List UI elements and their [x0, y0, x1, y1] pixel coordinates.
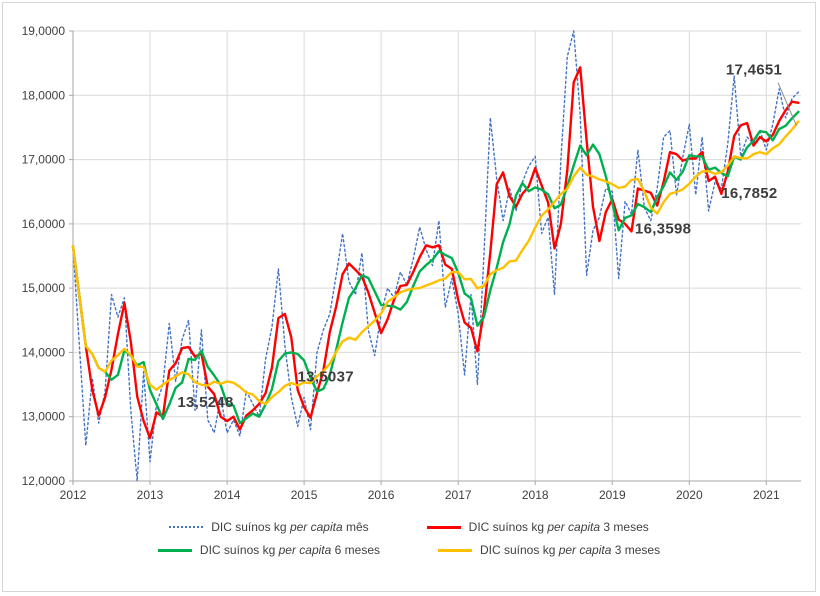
legend-label-italic: per capita — [289, 520, 343, 534]
legend-label-text: 3 meses — [600, 520, 649, 534]
x-axis-tick-label: 2014 — [214, 488, 241, 502]
legend-line-sample-monthly — [169, 526, 204, 528]
legend-item-12-months: DIC suínos kg per capita 3 meses — [438, 543, 660, 557]
legend-label-text: mês — [342, 520, 369, 534]
legend-label-text: DIC suínos kg — [480, 543, 559, 557]
annotation-value-label: 16,7852 — [721, 185, 777, 202]
legend-label-italic: per capita — [547, 520, 601, 534]
legend-item-6-months: DIC suínos kg per capita 6 meses — [157, 543, 380, 557]
legend-label-text: 3 meses — [611, 543, 661, 557]
x-axis-tick-label: 2016 — [368, 488, 395, 502]
legend-line-sample-6-months — [157, 548, 192, 552]
legend-label-6-months: DIC suínos kg per capita 6 meses — [200, 543, 380, 557]
legend-label-3-months: DIC suínos kg per capita 3 meses — [469, 520, 649, 534]
legend-label-text: DIC suínos kg — [468, 520, 548, 534]
annotation-value-label: 16,3598 — [635, 221, 691, 238]
legend-line-sample-12-months — [438, 548, 472, 552]
series-line-ma6 — [71, 110, 800, 425]
annotation-value-label: 13,5037 — [298, 368, 354, 385]
annotation-value-label: 13,5248 — [177, 394, 233, 411]
y-axis-tick-label: 19,0000 — [22, 24, 66, 38]
legend-item-3-months: DIC suínos kg per capita 3 meses — [426, 520, 649, 534]
legend-label-12-months: DIC suínos kg per capita 3 meses — [480, 543, 660, 557]
series-line-ma12 — [71, 120, 800, 406]
series-line-ma3 — [71, 66, 800, 440]
x-axis-tick-label: 2021 — [753, 488, 780, 502]
x-axis-tick-label: 2015 — [291, 488, 318, 502]
chart-canvas: 12,0000 13,0000 14,0000 15,0000 16,0000 17,00… — [22, 24, 801, 502]
x-axis-tick-label: 2018 — [522, 488, 549, 502]
y-axis-tick-label: 12,0000 — [22, 474, 66, 488]
y-axis-tick-label: 18,0000 — [22, 88, 66, 102]
legend-label-text: DIC suínos kg — [211, 520, 290, 534]
legend-item-monthly: DIC suínos kg per capita mês — [169, 520, 369, 534]
x-axis-tick-label: 2017 — [445, 488, 472, 502]
y-axis-tick-label: 15,0000 — [22, 281, 66, 295]
chart-legend: DIC suínos kg per capita mês DIC suínos … — [3, 505, 815, 557]
series-line-monthly — [72, 30, 800, 482]
x-axis-tick-label: 2020 — [676, 488, 703, 502]
legend-label-monthly: DIC suínos kg per capita mês — [211, 520, 368, 534]
legend-line-sample-3-months — [426, 525, 461, 529]
y-axis-tick-label: 17,0000 — [22, 153, 66, 167]
legend-label-text: 6 meses — [331, 543, 380, 557]
legend-label-italic: per capita — [558, 543, 612, 557]
y-axis-tick-label: 13,0000 — [22, 410, 66, 424]
x-axis-tick-label: 2012 — [60, 488, 87, 502]
annotation-leader-line — [777, 82, 797, 126]
legend-label-text: DIC suínos kg — [199, 543, 279, 557]
x-axis-tick-label: 2013 — [137, 488, 164, 502]
y-axis-tick-label: 14,0000 — [22, 345, 66, 359]
x-axis-tick-label: 2019 — [599, 488, 626, 502]
legend-row-1: DIC suínos kg per capita mês DIC suínos … — [3, 520, 815, 534]
y-axis-tick-label: 16,0000 — [22, 217, 66, 231]
legend-row-2: DIC suínos kg per capita 6 meses DIC suí… — [3, 543, 815, 557]
legend-label-italic: per capita — [278, 543, 332, 557]
annotation-value-label: 17,4651 — [726, 62, 782, 79]
